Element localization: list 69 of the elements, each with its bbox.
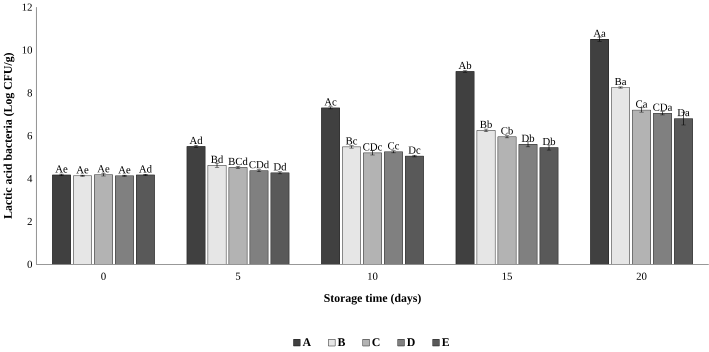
legend-label: B <box>338 338 346 346</box>
data-label: Ae <box>97 165 110 172</box>
bar <box>518 144 538 264</box>
legend-label: D <box>406 338 415 346</box>
data-label: CDd <box>249 160 269 168</box>
y-tick-label: 12 <box>22 4 32 11</box>
bar <box>405 156 424 264</box>
data-label: Bb <box>480 120 492 128</box>
data-label: Ae <box>76 166 88 174</box>
bar <box>52 174 71 264</box>
x-tick-label: 20 <box>636 272 646 280</box>
bar <box>363 152 382 264</box>
bar <box>611 87 630 264</box>
y-tick-label: 8 <box>27 89 32 96</box>
data-label: CDc <box>363 143 382 151</box>
data-label: Db <box>522 134 534 142</box>
bar <box>208 165 226 264</box>
bar <box>115 176 134 264</box>
data-label: Cb <box>501 126 513 134</box>
data-label: Bc <box>346 137 358 145</box>
data-label: Cc <box>388 142 400 150</box>
data-label: Dc <box>408 146 420 154</box>
data-label: Bd <box>211 155 224 163</box>
x-axis-title: Storage time (days) <box>324 294 421 305</box>
data-label: Db <box>542 138 556 146</box>
data-label: Da <box>678 109 690 116</box>
bar <box>321 108 340 264</box>
data-label: Ae <box>118 166 130 174</box>
y-axis-title: Lactic acid bacteria (Log CFU/g) <box>4 53 14 219</box>
data-label: Ca <box>636 100 648 108</box>
x-tick-label: 10 <box>368 272 378 280</box>
bar <box>476 130 496 264</box>
data-label: CDa <box>653 104 672 111</box>
bar <box>590 39 609 264</box>
bar <box>94 174 113 264</box>
data-label: Ba <box>614 78 626 86</box>
y-tick-label: 4 <box>27 175 32 182</box>
x-tick-label: 0 <box>101 272 106 280</box>
data-label: Dd <box>274 162 286 170</box>
data-label: Ac <box>324 98 336 106</box>
data-label: Ab <box>458 62 472 70</box>
bar <box>186 146 206 264</box>
bar <box>456 71 474 264</box>
bar <box>632 110 651 264</box>
legend-label: E <box>442 338 449 346</box>
bar <box>674 118 693 264</box>
bar <box>540 148 558 264</box>
y-tick-label: 0 <box>27 260 32 268</box>
x-tick-label: 15 <box>502 272 512 280</box>
bar <box>136 174 155 264</box>
bar <box>228 167 248 264</box>
bar <box>270 172 290 264</box>
legend-label: C <box>372 338 380 346</box>
legend-label: A <box>302 338 311 346</box>
bar <box>73 176 92 264</box>
bar <box>498 136 516 264</box>
x-tick-label: 5 <box>236 272 240 280</box>
data-label: Ad <box>190 136 202 144</box>
bar <box>250 170 268 264</box>
bar <box>653 113 672 264</box>
data-label: Ad <box>139 165 152 173</box>
data-label: BCd <box>228 158 248 166</box>
bar <box>342 146 361 264</box>
data-label: Ae <box>55 165 68 173</box>
y-tick-label: 10 <box>22 46 32 54</box>
y-tick-label: 2 <box>28 218 32 226</box>
y-tick-label: 6 <box>28 132 32 140</box>
data-label: Aa <box>593 30 606 37</box>
bar <box>384 152 403 264</box>
